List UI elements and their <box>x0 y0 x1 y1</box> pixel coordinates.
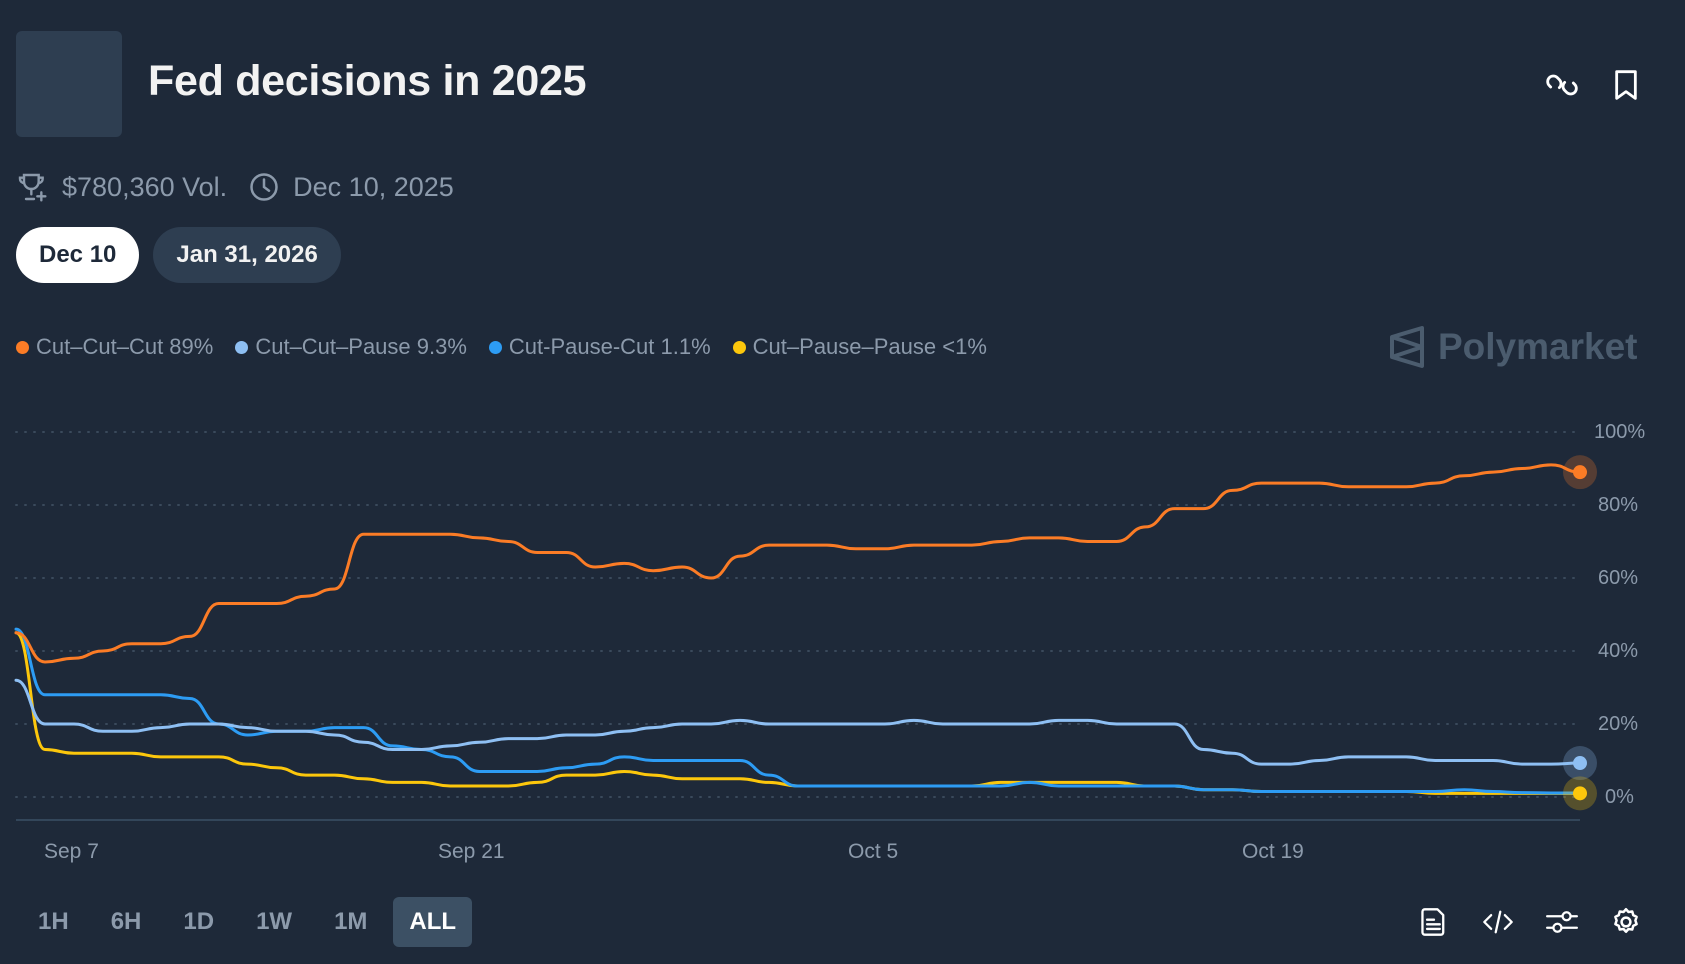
clock-icon <box>250 173 278 201</box>
gear-icon <box>1614 908 1638 933</box>
date-tabs: Dec 10 Jan 31, 2026 <box>16 227 341 283</box>
end-marker <box>1573 786 1587 801</box>
market-image <box>16 31 122 137</box>
end-marker <box>1573 756 1587 771</box>
series-line <box>14 678 1582 766</box>
range-1h-button[interactable]: 1H <box>38 908 69 935</box>
sliders-icon <box>1546 911 1578 933</box>
polymarket-watermark: Polymarket <box>1388 325 1638 369</box>
time-range-selector: 1H 6H 1D 1W 1M ALL <box>22 897 482 947</box>
x-tick-oct-5: Oct 5 <box>848 840 899 863</box>
link-icon <box>1546 74 1578 96</box>
date-tab-dec-10[interactable]: Dec 10 <box>16 227 140 283</box>
y-tick-0: 0% <box>1605 786 1634 808</box>
legend-dot <box>16 340 29 354</box>
y-tick-20: 20% <box>1598 713 1639 735</box>
copy-link-button[interactable] <box>1542 65 1582 105</box>
range-1m-button[interactable]: 1M <box>334 908 368 935</box>
code-icon <box>1483 910 1513 934</box>
market-meta: $780,360 Vol. Dec 10, 2025 <box>16 168 476 206</box>
end-marker <box>1573 465 1587 480</box>
legend-dot <box>235 340 249 354</box>
date-tab-jan-31-2026[interactable]: Jan 31, 2026 <box>153 227 341 283</box>
legend-label: Cut–Cut–Pause 9.3% <box>255 334 467 359</box>
range-all-button[interactable]: ALL <box>393 897 473 947</box>
series-line <box>14 463 1582 664</box>
volume-text: $780,360 Vol. <box>62 171 228 202</box>
end-date: Dec 10, 2025 <box>249 172 454 203</box>
bookmark-icon <box>1615 70 1637 100</box>
market-header: Fed decisions in 2025 <box>16 31 1685 137</box>
embed-button[interactable] <box>1478 902 1518 942</box>
watermark-text: Polymarket <box>1438 326 1638 367</box>
trophy-icon <box>18 173 47 202</box>
legend-dot <box>732 340 746 354</box>
legend-item-cut-cut-pause[interactable]: Cut–Cut–Pause 9.3% <box>235 334 467 360</box>
end-date-text: Dec 10, 2025 <box>293 171 454 202</box>
y-tick-40: 40% <box>1598 640 1639 662</box>
polymarket-logo-icon <box>1390 326 1424 368</box>
legend-label: Cut–Pause–Pause <1% <box>752 334 987 359</box>
filters-button[interactable] <box>1542 902 1582 942</box>
y-tick-80: 80% <box>1598 494 1639 516</box>
x-tick-sep-7: Sep 7 <box>44 840 99 863</box>
range-1w-button[interactable]: 1W <box>256 908 293 935</box>
series-lines <box>14 463 1582 795</box>
x-tick-sep-21: Sep 21 <box>438 840 505 863</box>
settings-button[interactable] <box>1606 902 1646 942</box>
end-markers <box>1563 455 1597 811</box>
y-tick-100: 100% <box>1594 421 1646 443</box>
legend-item-cut-cut-cut[interactable]: Cut–Cut–Cut 89% <box>16 334 213 360</box>
range-1d-button[interactable]: 1D <box>183 908 215 935</box>
legend-label: Cut–Cut–Cut 89% <box>36 334 214 359</box>
volume: $780,360 Vol. <box>16 171 227 203</box>
legend-item-cut-pause-pause[interactable]: Cut–Pause–Pause <1% <box>732 334 987 360</box>
legend-dot <box>488 340 502 354</box>
range-6h-button[interactable]: 6H <box>110 908 142 935</box>
page-title: Fed decisions in 2025 <box>148 57 587 105</box>
legend-item-cut-pause-cut[interactable]: Cut-Pause-Cut 1.1% <box>488 334 711 360</box>
y-tick-60: 60% <box>1598 567 1639 589</box>
x-tick-oct-19: Oct 19 <box>1242 840 1304 863</box>
series-line <box>14 627 1582 795</box>
document-icon <box>1421 908 1445 936</box>
legend-label: Cut-Pause-Cut 1.1% <box>508 334 711 359</box>
chart-legend: Cut–Cut–Cut 89% Cut–Cut–Pause 9.3% Cut-P… <box>16 334 1009 360</box>
bookmark-button[interactable] <box>1606 65 1646 105</box>
series-line <box>14 631 1582 795</box>
document-button[interactable] <box>1414 902 1454 942</box>
